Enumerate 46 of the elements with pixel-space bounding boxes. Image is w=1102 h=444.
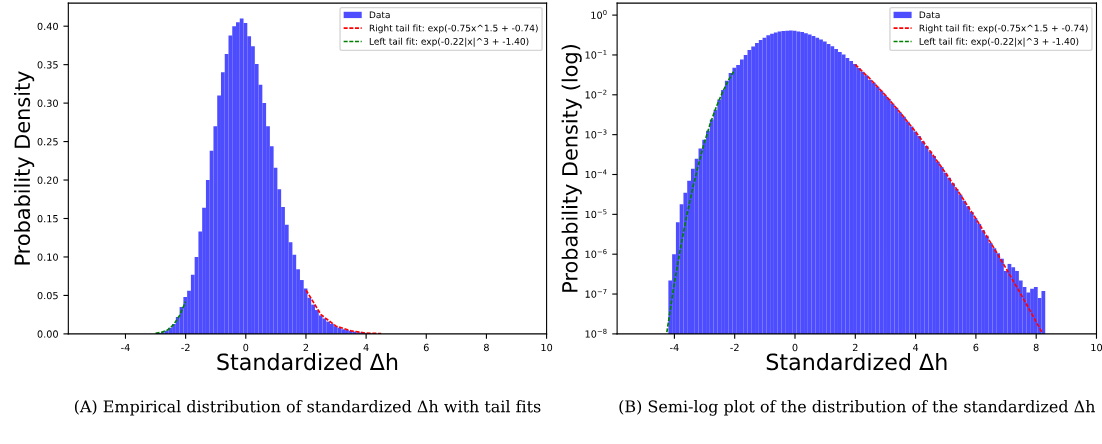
x-tick-label: 8 xyxy=(1033,343,1039,352)
x-tick-label: 6 xyxy=(973,343,979,352)
y-tick-label: 10$^{−1}$ xyxy=(585,49,607,59)
legend-label: Left tail fit: exp(-0.22|x|^3 + -1.40) xyxy=(369,37,529,47)
x-tick-label: 2 xyxy=(852,343,858,351)
y-tick-label: 0.30 xyxy=(37,99,58,107)
text: (B) Semi-log plot of the distribution of the standardized Δh xyxy=(619,400,1096,416)
x-tick-label: 0 xyxy=(792,343,798,352)
legend-label: Left tail fit: exp(-0.22|x|^3 + -1.40) xyxy=(919,37,1079,47)
x-tick-label: 6 xyxy=(423,343,429,352)
y-axis-title: Probability Density (log) xyxy=(561,45,582,292)
x-tick-label: -4 xyxy=(121,343,130,351)
x-tick-label: 10 xyxy=(1091,343,1102,352)
y-tick-label: 0.05 xyxy=(37,291,58,300)
legend-label: Right tail fit: exp(-0.75x^1.5 + -0.74) xyxy=(369,24,538,34)
x-tick-label: 10 xyxy=(541,343,553,352)
legend-label: Data xyxy=(369,11,390,19)
y-tick-label: 10$^{−8}$ xyxy=(585,328,607,338)
x-tick-label: 0 xyxy=(243,343,249,352)
y-tick-label: 10$^{−4}$ xyxy=(585,169,607,179)
y-tick-label: 0.35 xyxy=(37,61,58,69)
y-tick-label: 0.40 xyxy=(37,22,58,31)
text: (A) Empirical distribution of standardized Δh with tail fits xyxy=(74,400,541,416)
x-tick-label: 8 xyxy=(484,343,489,352)
x-tick-label: 4 xyxy=(363,343,369,351)
x-axis-title: Standardized Δh xyxy=(217,353,398,371)
x-tick-label: -2 xyxy=(181,343,190,351)
legend-label: Right tail fit: exp(-0.75x^1.5 + -0.74) xyxy=(919,24,1088,34)
y-tick-label: 0.10 xyxy=(37,253,58,261)
y-tick-label: 10$^{0}$ xyxy=(591,9,607,19)
y-axis-title: Probability Density xyxy=(14,71,35,265)
x-tick-label: -4 xyxy=(670,343,679,351)
x-tick-label: 2 xyxy=(303,343,309,351)
x-axis-title: Standardized Δh xyxy=(766,353,947,371)
y-tick-label: 10$^{−2}$ xyxy=(585,89,607,99)
y-tick-label: 0.15 xyxy=(37,214,58,223)
y-tick-label: 0.00 xyxy=(37,330,58,338)
y-tick-label: 10$^{−3}$ xyxy=(585,129,607,139)
y-tick-label: 0.20 xyxy=(37,176,58,184)
y-tick-label: 10$^{−6}$ xyxy=(585,249,607,258)
y-tick-label: 10$^{−5}$ xyxy=(585,209,607,219)
y-tick-label: 0.25 xyxy=(37,138,58,146)
x-tick-label: 4 xyxy=(912,343,919,351)
legend-label: Data xyxy=(919,11,940,19)
x-tick-label: -2 xyxy=(730,343,739,351)
y-tick-label: 10$^{−7}$ xyxy=(585,288,607,298)
